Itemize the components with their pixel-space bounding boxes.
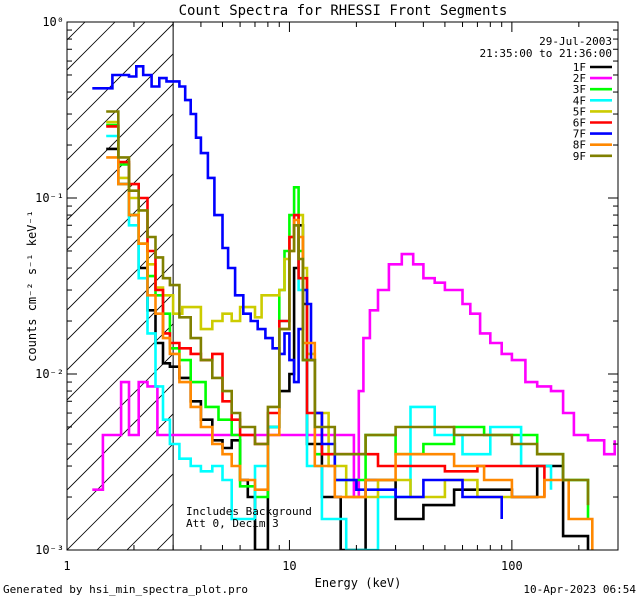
y-tick-label: 10⁻² [35,367,64,381]
generated-by-label: Generated by hsi_min_spectra_plot.pro [3,583,249,596]
legend-label-9F: 9F [573,150,586,163]
attenuator-hatch-region [0,22,174,550]
legend-label-3F: 3F [573,83,586,96]
x-axis-label: Energy (keV) [315,576,402,590]
x-tick-label: 10 [282,559,296,573]
x-tick-label: 100 [501,559,523,573]
chart-title: Count Spectra for RHESSI Front Segments [179,3,508,19]
series-line-2F [92,252,616,499]
hatch-line [67,23,174,131]
hatch-line [67,413,174,521]
date-label: 29-Jul-2003 [539,35,612,48]
time-range-label: 21:35:00 to 21:36:00 [480,47,612,60]
series-group [92,65,616,550]
hatch-line [67,353,174,461]
series-line-8F [106,156,594,550]
hatch-line [67,233,174,341]
hatch-line [67,22,116,71]
background-annotation: Includes Background [186,505,312,518]
legend-label-8F: 8F [573,139,586,152]
hatch-line [67,383,174,491]
y-axis-label: counts cm⁻² s⁻¹ keV⁻¹ [25,210,39,362]
legend-label-7F: 7F [573,128,586,141]
y-tick-label: 10⁻³ [35,543,64,557]
series-line-5F [106,120,512,499]
legend-label-2F: 2F [573,72,586,85]
legend-label-1F: 1F [573,61,586,74]
axes-group: 1 10 100 10⁻³ 10⁻² 10⁻¹ 10⁰ [35,15,619,573]
hatch-line [67,173,174,281]
hatch-line [67,53,174,161]
plot-frame [66,21,619,551]
series-line-7F [92,65,503,519]
hatch-line [67,22,146,101]
hatch-line [67,22,86,41]
hatch-line [67,443,174,550]
series-line-9F [106,110,590,506]
hatch-line [67,113,174,221]
y-tick-label: 10⁻¹ [35,191,64,205]
hatch-line [67,263,174,371]
legend-label-6F: 6F [573,117,586,130]
attenuator-annotation: Att 0, Decim 3 [186,517,279,530]
render-date-label: 10-Apr-2023 06:54 [523,583,636,596]
hatch-line [67,83,174,191]
y-tick-label: 10⁰ [42,15,64,29]
hatch-line [156,533,174,550]
legend-label-4F: 4F [573,94,586,107]
legend-label-5F: 5F [573,105,586,118]
hatch-line [67,323,174,431]
hatch-line [67,203,174,311]
x-tick-label: 1 [63,559,70,573]
hatch-line [0,22,25,550]
